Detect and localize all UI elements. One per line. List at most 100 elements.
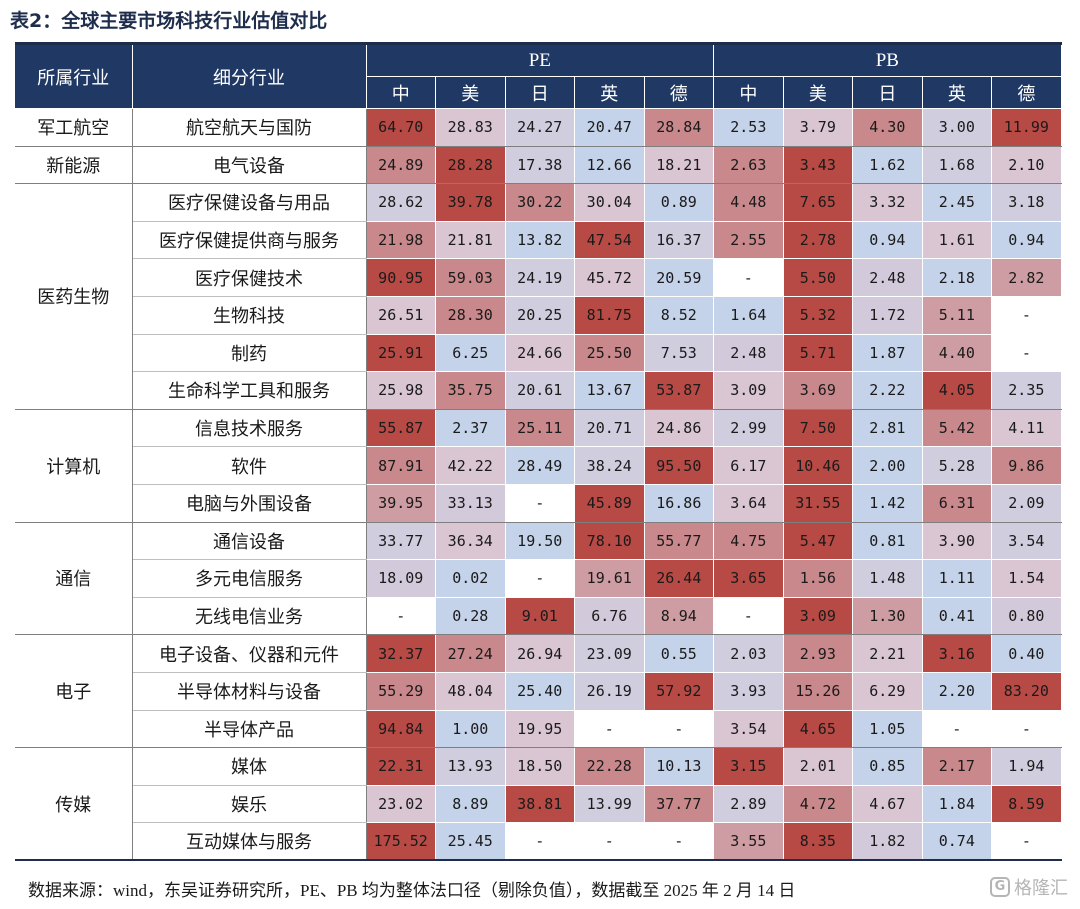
pe-value-cell: 25.11 [505, 409, 575, 448]
pe-value-cell: 95.50 [644, 446, 715, 485]
pe-value-cell: 0.89 [644, 183, 715, 222]
pb-value-cell: 2.89 [713, 785, 784, 824]
pb-value-cell: 8.59 [991, 785, 1062, 824]
pb-value-cell: 2.78 [783, 221, 854, 260]
pb-value-cell: 10.46 [783, 446, 854, 485]
pb-value-cell: 5.47 [783, 522, 854, 561]
pb-value-cell: 4.48 [713, 183, 784, 222]
pe-value-cell: 28.28 [435, 146, 506, 185]
sub-industry-cell: 半导体材料与设备 [132, 672, 367, 711]
pe-value-cell: 55.77 [644, 522, 715, 561]
pb-value-cell: 3.69 [783, 371, 854, 410]
table-header: 所属行业 细分行业 PE PB 中美日英德中美日英德 [15, 43, 1062, 109]
pb-value-cell: - [713, 258, 784, 297]
pb-value-cell: 5.42 [922, 409, 993, 448]
pb-value-cell: 2.45 [922, 183, 993, 222]
pe-value-cell: 32.37 [366, 634, 436, 673]
pb-value-cell: 1.84 [922, 785, 993, 824]
pe-value-cell: 19.50 [505, 522, 575, 561]
table-row: 医药生物 医疗保健设备与用品 28.62 39.78 30.22 30.04 0.89 4.4… [15, 183, 1062, 410]
table-title: 表2：全球主要市场科技行业估值对比 [10, 10, 328, 32]
pe-value-cell: 25.50 [574, 334, 645, 373]
table-row: 新能源 电气设备 24.89 28.28 17.38 12.66 18.21 2.63 3.43… [15, 146, 1062, 185]
pe-value-cell: 27.24 [435, 634, 506, 673]
gelonghui-logo-icon: G [990, 877, 1010, 897]
pb-market-header: 日 [852, 76, 923, 109]
pe-value-cell: 24.66 [505, 334, 575, 373]
pe-value-cell: 20.71 [574, 409, 645, 448]
watermark-text: 格隆汇 [1014, 878, 1068, 899]
sub-industry-cell: 电气设备 [132, 146, 367, 185]
pb-value-cell: 2.81 [852, 409, 923, 448]
sub-industry-cell: 软件 [132, 446, 367, 485]
pe-value-cell: 13.82 [505, 221, 575, 260]
pb-value-cell: 6.31 [922, 484, 993, 523]
pb-value-cell: 1.56 [783, 559, 854, 598]
pe-value-cell: 39.95 [366, 484, 436, 523]
pb-value-cell: 7.50 [783, 409, 854, 448]
pe-value-cell: 175.52 [366, 822, 436, 861]
sector-cell: 电子 [15, 634, 133, 749]
pb-value-cell: 0.85 [852, 747, 923, 786]
pb-market-header: 美 [783, 76, 854, 109]
pb-value-cell: 2.35 [991, 371, 1062, 410]
sector-header: 所属行业 [15, 43, 133, 109]
table-row: 软件 87.91 42.22 28.49 38.24 95.50 6.17 10.46 2.00… [15, 446, 1062, 485]
pb-value-cell: - [991, 296, 1062, 335]
pe-value-cell: 23.09 [574, 634, 645, 673]
table-row: 医疗保健技术 90.95 59.03 24.19 45.72 20.59-5.50 2.48… [15, 258, 1062, 297]
pb-value-cell: 3.16 [922, 634, 993, 673]
pe-value-cell: 20.59 [644, 258, 715, 297]
pb-value-cell: 3.90 [922, 522, 993, 561]
pe-market-header: 日 [505, 76, 575, 109]
sub-industry-cell: 互动媒体与服务 [132, 822, 367, 861]
pb-value-cell: 4.05 [922, 371, 993, 410]
pe-value-cell: 39.78 [435, 183, 506, 222]
pe-value-cell: 59.03 [435, 258, 506, 297]
pb-value-cell: 3.55 [713, 822, 784, 861]
pb-value-cell: 1.62 [852, 146, 923, 185]
pe-value-cell: 94.84 [366, 710, 436, 749]
pb-value-cell: 4.40 [922, 334, 993, 373]
pe-value-cell: 17.38 [505, 146, 575, 185]
pe-value-cell: 64.70 [366, 108, 436, 147]
pe-value-cell: 28.83 [435, 108, 506, 147]
pe-value-cell: 53.87 [644, 371, 715, 410]
pe-value-cell: 20.25 [505, 296, 575, 335]
pb-value-cell: 2.18 [922, 258, 993, 297]
table-row: 多元电信服务 18.09 0.02-19.61 26.44 3.65 1.56 1.48 1.… [15, 559, 1062, 598]
pe-value-cell: - [644, 822, 715, 861]
pe-value-cell: 16.86 [644, 484, 715, 523]
pb-value-cell: 0.41 [922, 597, 993, 636]
pe-value-cell: 55.29 [366, 672, 436, 711]
pe-value-cell: 48.04 [435, 672, 506, 711]
pe-value-cell: 28.30 [435, 296, 506, 335]
pe-value-cell: 8.94 [644, 597, 715, 636]
pb-value-cell: 3.54 [991, 522, 1062, 561]
sector-cell: 计算机 [15, 409, 133, 523]
watermark: G 格隆汇 [990, 874, 1068, 900]
pe-value-cell: 18.50 [505, 747, 575, 786]
pb-value-cell: 5.11 [922, 296, 993, 335]
pe-value-cell: 25.40 [505, 672, 575, 711]
pe-value-cell: 26.19 [574, 672, 645, 711]
pe-value-cell: 87.91 [366, 446, 436, 485]
table-body: 军工航空 航空航天与国防 64.70 28.83 24.27 20.47 28.84 2.53… [15, 108, 1062, 861]
pe-value-cell: 24.27 [505, 108, 575, 147]
pb-value-cell: 3.54 [713, 710, 784, 749]
pb-value-cell: 2.82 [991, 258, 1062, 297]
pb-value-cell: 0.94 [991, 221, 1062, 260]
table-row: 制药 25.91 6.25 24.66 25.50 7.53 2.48 5.71 1.87 4.4… [15, 334, 1062, 373]
pb-value-cell: 1.30 [852, 597, 923, 636]
pe-value-cell: 25.45 [435, 822, 506, 861]
pb-value-cell: 3.43 [783, 146, 854, 185]
pe-value-cell: 23.02 [366, 785, 436, 824]
pb-value-cell: 1.64 [713, 296, 784, 335]
table-row: 半导体产品 94.84 1.00 19.95- -3.54 4.65 1.05- - [15, 710, 1062, 749]
pe-value-cell: 20.47 [574, 108, 645, 147]
pe-value-cell: 26.51 [366, 296, 436, 335]
pb-value-cell: 4.75 [713, 522, 784, 561]
pe-value-cell: 0.55 [644, 634, 715, 673]
pb-value-cell: 3.09 [713, 371, 784, 410]
pb-value-cell: 5.28 [922, 446, 993, 485]
